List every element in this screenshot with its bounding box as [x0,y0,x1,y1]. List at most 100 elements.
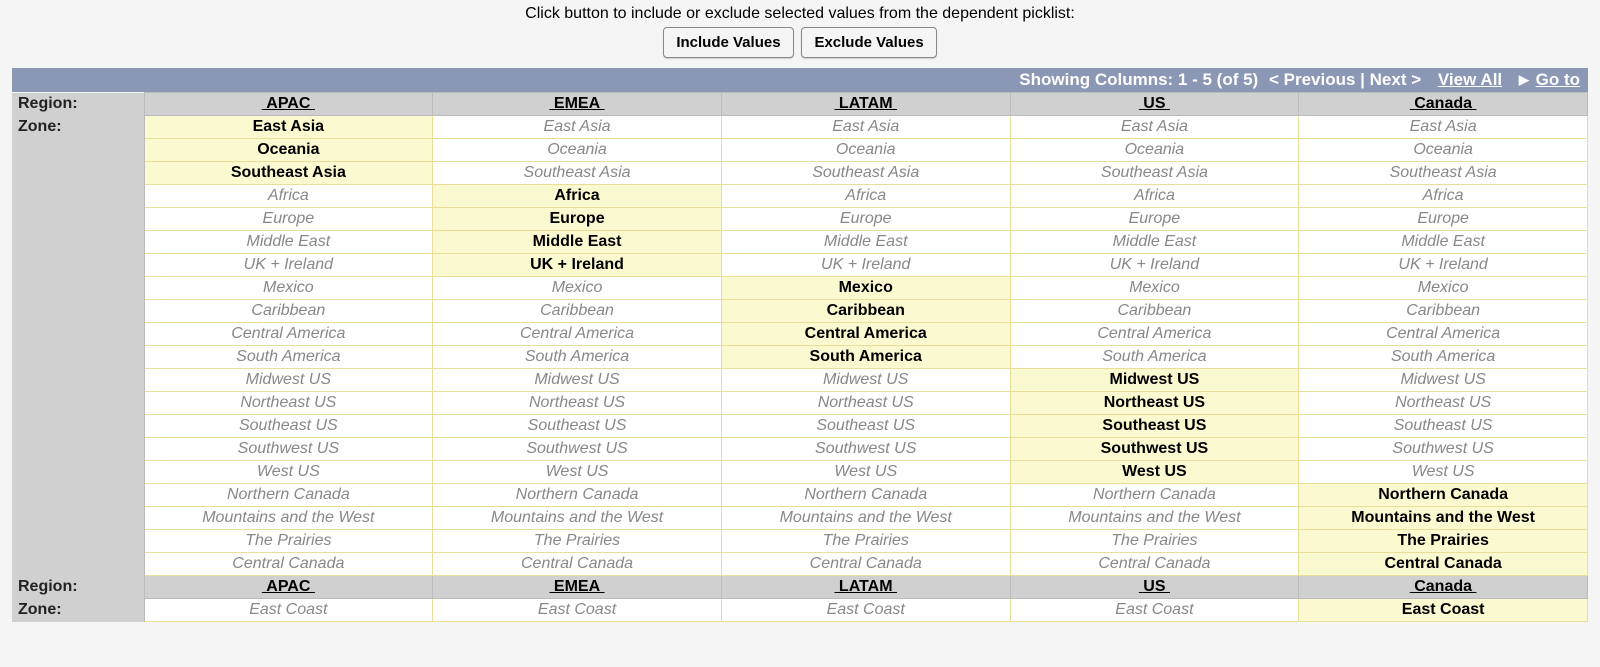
region-column-header[interactable]: US [1010,576,1299,599]
region-column-header[interactable]: EMEA [433,576,722,599]
zone-cell[interactable]: UK + Ireland [433,254,722,277]
zone-cell[interactable]: Southeast US [721,415,1010,438]
zone-cell[interactable]: East Coast [1299,599,1588,622]
zone-cell[interactable]: Middle East [144,231,433,254]
zone-cell[interactable]: Northeast US [1010,392,1299,415]
zone-cell[interactable]: Middle East [433,231,722,254]
zone-cell[interactable]: Caribbean [1010,300,1299,323]
zone-cell[interactable]: Northern Canada [433,484,722,507]
zone-cell[interactable]: Central America [721,323,1010,346]
zone-cell[interactable]: South America [433,346,722,369]
zone-cell[interactable]: Southeast US [144,415,433,438]
zone-cell[interactable]: East Asia [144,116,433,139]
zone-cell[interactable]: Central America [433,323,722,346]
pager-view-all-link[interactable]: View All [1438,70,1502,89]
zone-cell[interactable]: Southeast US [433,415,722,438]
zone-cell[interactable]: UK + Ireland [721,254,1010,277]
zone-cell[interactable]: West US [1299,461,1588,484]
zone-cell[interactable]: South America [144,346,433,369]
zone-cell[interactable]: Caribbean [1299,300,1588,323]
zone-cell[interactable]: Southeast Asia [144,162,433,185]
zone-cell[interactable]: Mountains and the West [144,507,433,530]
zone-cell[interactable]: Northeast US [433,392,722,415]
zone-cell[interactable]: Africa [721,185,1010,208]
zone-cell[interactable]: Mountains and the West [1010,507,1299,530]
zone-cell[interactable]: Northeast US [1299,392,1588,415]
zone-cell[interactable]: Central Canada [144,553,433,576]
zone-cell[interactable]: East Asia [721,116,1010,139]
zone-cell[interactable]: Mountains and the West [1299,507,1588,530]
zone-cell[interactable]: Central America [144,323,433,346]
zone-cell[interactable]: Mountains and the West [721,507,1010,530]
zone-cell[interactable]: East Coast [433,599,722,622]
zone-cell[interactable]: Europe [433,208,722,231]
zone-cell[interactable]: Southwest US [1010,438,1299,461]
zone-cell[interactable]: Northern Canada [144,484,433,507]
region-column-header[interactable]: LATAM [721,93,1010,116]
zone-cell[interactable]: Midwest US [1010,369,1299,392]
zone-cell[interactable]: Europe [144,208,433,231]
zone-cell[interactable]: Oceania [1010,139,1299,162]
region-column-header[interactable]: APAC [144,576,433,599]
zone-cell[interactable]: Mexico [144,277,433,300]
zone-cell[interactable]: Central Canada [1010,553,1299,576]
zone-cell[interactable]: Southeast Asia [1010,162,1299,185]
zone-cell[interactable]: South America [1299,346,1588,369]
zone-cell[interactable]: East Coast [721,599,1010,622]
zone-cell[interactable]: West US [721,461,1010,484]
zone-cell[interactable]: Mexico [721,277,1010,300]
zone-cell[interactable]: Caribbean [144,300,433,323]
zone-cell[interactable]: Southeast US [1299,415,1588,438]
zone-cell[interactable]: Central America [1299,323,1588,346]
zone-cell[interactable]: Southwest US [1299,438,1588,461]
zone-cell[interactable]: West US [433,461,722,484]
region-column-header[interactable]: EMEA [433,93,722,116]
zone-cell[interactable]: The Prairies [433,530,722,553]
zone-cell[interactable]: The Prairies [144,530,433,553]
zone-cell[interactable]: Northern Canada [1010,484,1299,507]
zone-cell[interactable]: Central Canada [433,553,722,576]
zone-cell[interactable]: Midwest US [433,369,722,392]
zone-cell[interactable]: Southeast Asia [1299,162,1588,185]
zone-cell[interactable]: West US [1010,461,1299,484]
region-column-header[interactable]: APAC [144,93,433,116]
zone-cell[interactable]: Southwest US [721,438,1010,461]
zone-cell[interactable]: Europe [721,208,1010,231]
zone-cell[interactable]: East Asia [1299,116,1588,139]
zone-cell[interactable]: Africa [1010,185,1299,208]
zone-cell[interactable]: The Prairies [721,530,1010,553]
zone-cell[interactable]: Caribbean [433,300,722,323]
zone-cell[interactable]: South America [721,346,1010,369]
zone-cell[interactable]: Africa [144,185,433,208]
region-column-header[interactable]: Canada [1299,576,1588,599]
zone-cell[interactable]: South America [1010,346,1299,369]
zone-cell[interactable]: Northeast US [721,392,1010,415]
zone-cell[interactable]: Africa [433,185,722,208]
zone-cell[interactable]: Southeast US [1010,415,1299,438]
zone-cell[interactable]: Middle East [721,231,1010,254]
zone-cell[interactable]: Middle East [1010,231,1299,254]
zone-cell[interactable]: UK + Ireland [1010,254,1299,277]
zone-cell[interactable]: Africa [1299,185,1588,208]
zone-cell[interactable]: Southwest US [144,438,433,461]
zone-cell[interactable]: Mountains and the West [433,507,722,530]
zone-cell[interactable]: Mexico [433,277,722,300]
zone-cell[interactable]: Oceania [1299,139,1588,162]
zone-cell[interactable]: UK + Ireland [144,254,433,277]
zone-cell[interactable]: Northern Canada [721,484,1010,507]
zone-cell[interactable]: Southeast Asia [433,162,722,185]
zone-cell[interactable]: Europe [1299,208,1588,231]
zone-cell[interactable]: Middle East [1299,231,1588,254]
zone-cell[interactable]: Europe [1010,208,1299,231]
zone-cell[interactable]: Mexico [1010,277,1299,300]
pager-goto-link[interactable]: Go to [1536,70,1580,89]
zone-cell[interactable]: West US [144,461,433,484]
zone-cell[interactable]: Oceania [144,139,433,162]
region-column-header[interactable]: Canada [1299,93,1588,116]
zone-cell[interactable]: Central Canada [721,553,1010,576]
zone-cell[interactable]: Oceania [433,139,722,162]
zone-cell[interactable]: Mexico [1299,277,1588,300]
zone-cell[interactable]: Midwest US [1299,369,1588,392]
zone-cell[interactable]: East Asia [433,116,722,139]
zone-cell[interactable]: Southwest US [433,438,722,461]
